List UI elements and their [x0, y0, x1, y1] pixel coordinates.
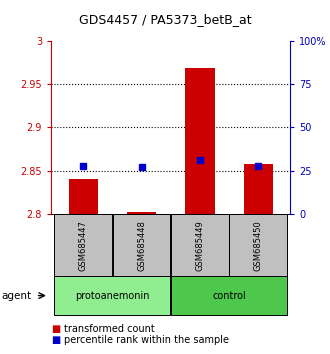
Text: ■: ■ [51, 324, 60, 333]
Bar [127, 212, 156, 214]
Bar [244, 164, 273, 214]
Bar [54, 276, 171, 315]
Bar [185, 68, 214, 214]
Bar [54, 214, 112, 276]
Bar [171, 214, 229, 276]
Text: GDS4457 / PA5373_betB_at: GDS4457 / PA5373_betB_at [79, 13, 251, 26]
Bar [171, 276, 287, 315]
Text: protoanemonin: protoanemonin [75, 291, 150, 301]
Text: GSM685448: GSM685448 [137, 220, 146, 270]
Text: agent: agent [2, 291, 32, 301]
Text: percentile rank within the sample: percentile rank within the sample [64, 335, 229, 345]
Text: GSM685449: GSM685449 [195, 220, 205, 270]
Text: GSM685450: GSM685450 [254, 220, 263, 270]
Text: ■: ■ [51, 335, 60, 345]
Bar [69, 179, 98, 214]
Text: transformed count: transformed count [64, 324, 155, 333]
Text: control: control [212, 291, 246, 301]
Bar [229, 214, 287, 276]
Text: GSM685447: GSM685447 [79, 220, 88, 270]
Bar [113, 214, 171, 276]
